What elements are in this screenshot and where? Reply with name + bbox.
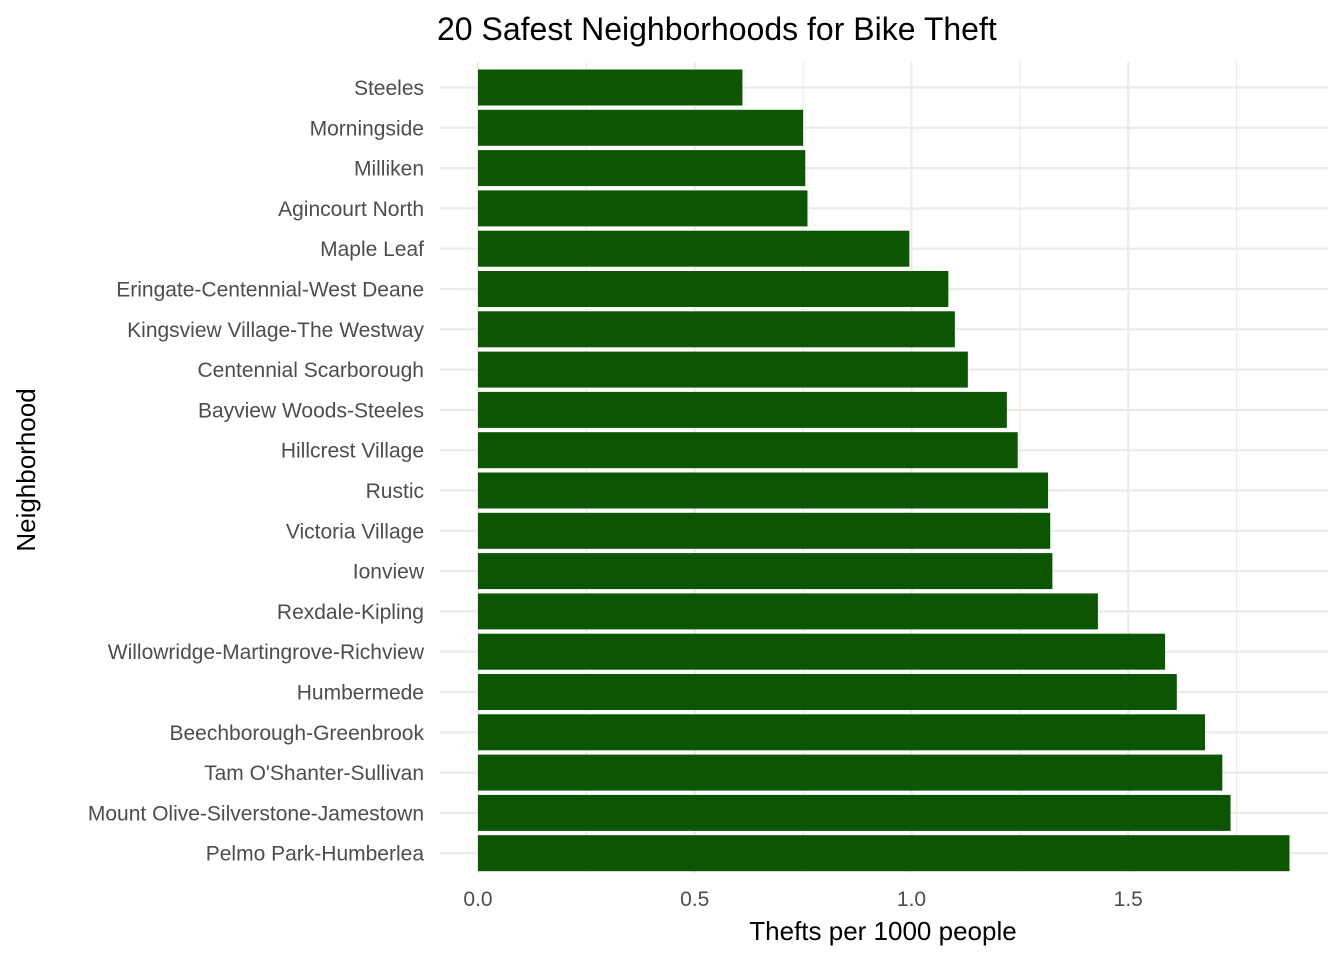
bar — [478, 190, 808, 227]
y-tick-label: Tam O'Shanter-Sullivan — [204, 762, 424, 785]
bar — [478, 714, 1205, 751]
x-tick-label: 0.0 — [463, 888, 492, 911]
bar — [478, 69, 743, 106]
bar — [478, 230, 910, 267]
chart-title: 20 Safest Neighborhoods for Bike Theft — [437, 11, 997, 47]
y-tick-label: Steeles — [354, 77, 424, 100]
y-axis-tick-labels: Steeles Morningside Milliken Agincourt Nort… — [88, 77, 425, 866]
y-tick-label: Eringate-Centennial-West Deane — [116, 279, 424, 302]
x-tick-label: 0.5 — [680, 888, 709, 911]
y-tick-label: Humbermede — [297, 682, 424, 705]
x-tick-label: 1.0 — [897, 888, 926, 911]
bar — [478, 109, 804, 146]
y-tick-label: Agincourt North — [278, 198, 424, 221]
bar — [478, 553, 1053, 590]
y-tick-label: Willowridge-Martingrove-Richview — [108, 641, 425, 664]
x-axis-tick-labels: 0.0 0.5 1.0 1.5 — [463, 888, 1142, 911]
bar — [478, 674, 1177, 710]
bar — [478, 351, 968, 388]
y-tick-label: Maple Leaf — [320, 238, 424, 261]
y-tick-label: Pelmo Park-Humberlea — [206, 843, 425, 866]
y-tick-label: Morningside — [310, 117, 424, 140]
y-tick-label: Victoria Village — [286, 520, 424, 543]
bar — [478, 432, 1018, 469]
y-tick-label: Centennial Scarborough — [198, 359, 425, 382]
bar — [478, 311, 955, 348]
y-tick-label: Hillcrest Village — [281, 440, 424, 463]
y-tick-label: Rexdale-Kipling — [277, 601, 424, 624]
bar — [478, 512, 1051, 549]
bar — [478, 391, 1007, 428]
bar — [478, 271, 949, 307]
y-tick-label: Milliken — [354, 158, 424, 181]
x-tick-label: 1.5 — [1114, 888, 1143, 911]
y-tick-label: Beechborough-Greenbrook — [169, 722, 424, 745]
bar — [478, 593, 1098, 630]
y-tick-label: Bayview Woods-Steeles — [198, 399, 424, 422]
bar — [478, 633, 1166, 670]
bar — [478, 472, 1049, 509]
bar — [478, 754, 1223, 791]
bar — [478, 150, 806, 187]
y-axis-title: Neighborhood — [11, 388, 41, 551]
y-tick-label: Mount Olive-Silverstone-Jamestown — [88, 802, 424, 825]
y-tick-label: Rustic — [366, 480, 424, 503]
x-axis-title: Thefts per 1000 people — [749, 916, 1016, 946]
bar — [478, 835, 1290, 872]
bars — [478, 69, 1290, 872]
y-tick-label: Kingsview Village-The Westway — [127, 319, 424, 342]
y-tick-label: Ionview — [353, 561, 425, 584]
bar — [478, 794, 1231, 831]
